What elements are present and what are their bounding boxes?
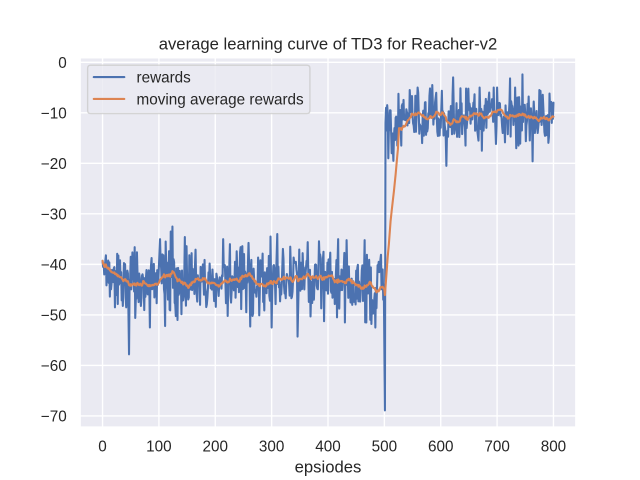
svg-text:600: 600	[428, 438, 453, 455]
svg-text:−70: −70	[41, 408, 67, 425]
svg-text:700: 700	[484, 438, 509, 455]
svg-text:800: 800	[541, 438, 566, 455]
svg-text:−50: −50	[41, 307, 67, 324]
svg-text:epsiodes: epsiodes	[295, 457, 362, 476]
svg-text:−20: −20	[41, 156, 67, 173]
svg-text:400: 400	[315, 438, 340, 455]
svg-text:average learning curve of TD3: average learning curve of TD3 for Reache…	[159, 34, 498, 53]
svg-text:100: 100	[146, 438, 171, 455]
svg-text:−10: −10	[41, 105, 67, 122]
svg-text:0: 0	[98, 438, 107, 455]
svg-text:300: 300	[259, 438, 284, 455]
svg-text:500: 500	[372, 438, 397, 455]
svg-text:200: 200	[203, 438, 228, 455]
svg-text:−30: −30	[41, 206, 67, 223]
svg-text:−40: −40	[41, 257, 67, 274]
svg-text:moving average rewards: moving average rewards	[137, 91, 305, 108]
svg-text:−60: −60	[41, 358, 67, 375]
svg-text:rewards: rewards	[137, 69, 192, 86]
svg-text:0: 0	[58, 55, 67, 72]
